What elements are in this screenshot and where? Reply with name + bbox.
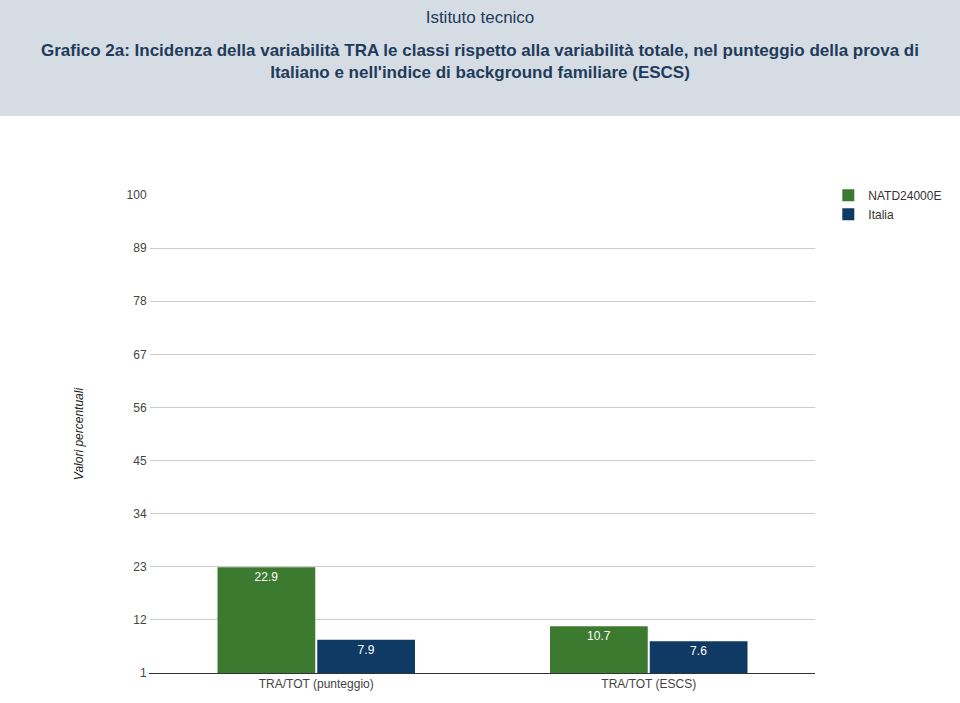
svg-text:100: 100 — [127, 188, 147, 202]
svg-text:Italia: Italia — [868, 208, 894, 222]
svg-text:Valori percentuali: Valori percentuali — [72, 388, 86, 481]
html-text:Grafico 2a: Incidenza della va: Grafico 2a: Incidenza della variabilità … — [41, 41, 919, 83]
svg-text:34: 34 — [133, 507, 147, 521]
svg-text:12: 12 — [133, 613, 147, 627]
svg-text:22.9: 22.9 — [255, 570, 279, 584]
svg-text:23: 23 — [133, 560, 147, 574]
svg-text:78: 78 — [133, 294, 147, 308]
svg-text:45: 45 — [133, 454, 147, 468]
svg-text:56: 56 — [133, 401, 147, 415]
svg-text:89: 89 — [133, 241, 147, 255]
svg-text:10.7: 10.7 — [587, 629, 611, 643]
svg-text:TRA/TOT (ESCS): TRA/TOT (ESCS) — [601, 677, 696, 691]
html-text:Istituto tecnico: Istituto tecnico — [425, 8, 535, 27]
svg-text:7.9: 7.9 — [358, 643, 375, 657]
svg-text:67: 67 — [133, 348, 147, 362]
svg-text:7.6: 7.6 — [690, 644, 707, 658]
svg-text:NATD24000E: NATD24000E — [868, 189, 941, 203]
svg-text:1: 1 — [140, 666, 147, 680]
svg-text:TRA/TOT (punteggio): TRA/TOT (punteggio) — [259, 677, 374, 691]
